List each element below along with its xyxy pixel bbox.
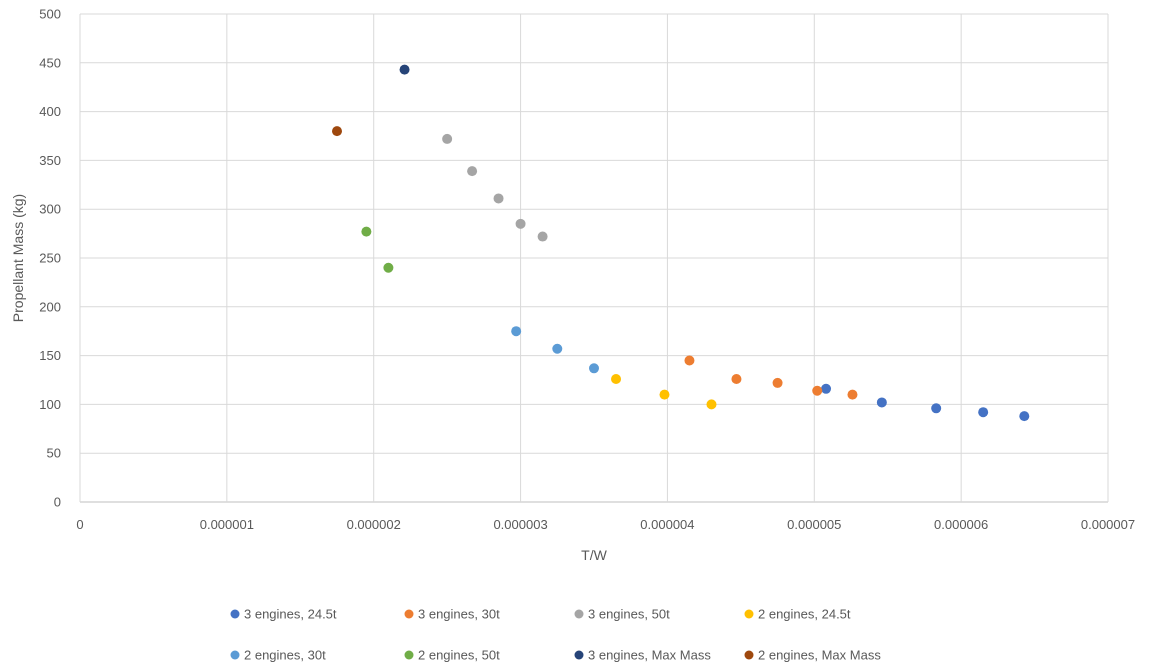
y-tick-label: 0 [54,495,61,510]
legend-item: 2 engines, Max Mass [744,648,881,663]
y-tick-label: 200 [39,299,61,314]
legend: 3 engines, 24.5t 3 engines, 30t 3 engines,… [230,607,881,663]
legend-label: 3 engines, 24.5t [244,607,337,622]
data-point [611,374,622,385]
data-point [361,226,372,237]
y-tick-label: 400 [39,104,61,119]
x-axis-title: T/W [581,547,607,563]
data-point [537,231,548,242]
data-point [772,377,783,388]
data-points [332,64,1030,422]
x-tick-label: 0 [76,517,83,532]
x-tick-label: 0.000006 [934,517,988,532]
tick-labels: 0 50 100 150 200 250 300 350 400 450 500 0 0.000001 0… [39,7,1135,533]
data-point [978,407,989,418]
legend-item: 3 engines, Max Mass [574,648,711,663]
legend-marker [744,609,754,619]
y-tick-label: 500 [39,7,61,22]
data-point [383,262,394,273]
legend-label: 2 engines, 24.5t [758,607,851,622]
y-tick-label: 350 [39,153,61,168]
x-tick-label: 0.000001 [200,517,254,532]
legend-marker [230,609,240,619]
legend-marker [230,650,240,660]
legend-item: 2 engines, 30t [230,648,326,663]
data-point [684,355,695,366]
y-tick-label: 50 [47,446,61,461]
legend-label: 2 engines, Max Mass [758,648,881,663]
legend-marker [404,609,414,619]
data-point [659,389,670,400]
y-tick-label: 250 [39,251,61,266]
data-point [399,64,410,75]
x-tick-label: 0.000003 [493,517,547,532]
legend-label: 2 engines, 30t [244,648,326,663]
data-point [332,126,342,137]
data-point [931,403,942,414]
data-point [821,383,832,394]
data-point [1019,411,1030,422]
data-point [511,326,522,337]
data-point [731,374,742,385]
data-point [515,218,526,229]
y-tick-label: 150 [39,348,61,363]
legend-marker [574,609,584,619]
data-point [812,385,823,396]
data-point [589,363,599,374]
gridlines [79,13,1109,503]
legend-item: 3 engines, 50t [574,607,670,622]
legend-label: 3 engines, 50t [588,607,670,622]
data-point [552,343,563,354]
legend-item: 2 engines, 24.5t [744,607,851,622]
y-tick-label: 100 [39,397,61,412]
data-point [493,193,504,204]
legend-item: 2 engines, 50t [404,648,500,663]
x-tick-label: 0.000004 [640,517,694,532]
legend-marker [744,650,754,660]
legend-label: 3 engines, 30t [418,607,500,622]
legend-label: 3 engines, Max Mass [588,648,711,663]
data-point [442,133,453,144]
y-tick-label: 300 [39,202,61,217]
data-point [876,397,887,408]
x-tick-label: 0.000002 [347,517,401,532]
x-tick-label: 0.000005 [787,517,841,532]
x-tick-label: 0.000007 [1081,517,1135,532]
data-point [467,166,478,177]
y-tick-label: 450 [39,55,61,70]
data-point [706,399,717,410]
legend-marker [404,650,414,660]
data-point [847,389,858,400]
y-axis-title: Propellant Mass (kg) [10,194,26,322]
legend-marker [574,650,584,660]
legend-item: 3 engines, 24.5t [230,607,337,622]
legend-label: 2 engines, 50t [418,648,500,663]
legend-item: 3 engines, 30t [404,607,500,622]
